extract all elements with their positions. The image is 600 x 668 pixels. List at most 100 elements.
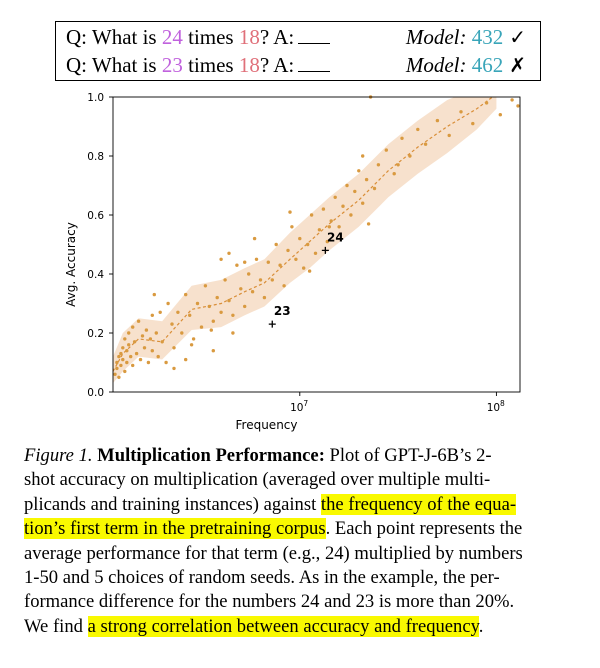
caption-text: formance difference for the numbers 24 a… xyxy=(24,591,515,613)
data-point xyxy=(459,110,463,114)
caption-line: Figure 1. Multiplication Performance: Pl… xyxy=(24,444,578,468)
data-point xyxy=(219,310,223,314)
data-point xyxy=(516,104,520,108)
data-point xyxy=(416,127,420,132)
data-point xyxy=(250,290,255,294)
data-point xyxy=(117,354,121,359)
data-point xyxy=(180,331,184,335)
data-point xyxy=(361,154,365,158)
data-point xyxy=(435,118,440,123)
data-point xyxy=(471,121,475,126)
data-point xyxy=(306,242,310,247)
data-point xyxy=(294,257,298,261)
data-point xyxy=(127,343,131,347)
annotation-marker xyxy=(268,320,276,328)
data-point xyxy=(349,213,353,217)
data-point xyxy=(298,236,302,241)
annotation-marker xyxy=(321,246,329,254)
data-point xyxy=(262,295,267,300)
data-point xyxy=(189,343,194,347)
data-point xyxy=(170,322,174,326)
y-tick-label: 0.4 xyxy=(87,269,104,281)
answer-value: 432 xyxy=(471,25,504,49)
data-point xyxy=(115,360,119,365)
confidence-band xyxy=(113,97,497,384)
caption-text: Plot of GPT-J-6B’s 2- xyxy=(324,445,492,466)
caption-line: formance difference for the numbers 24 a… xyxy=(24,590,578,614)
data-point xyxy=(227,298,231,303)
plot-frame xyxy=(112,96,521,393)
cross-icon: ✗ xyxy=(509,53,526,77)
data-point xyxy=(223,278,227,282)
y-tick-label: 0.6 xyxy=(87,210,104,222)
data-point xyxy=(148,337,153,341)
data-point xyxy=(317,228,322,232)
data-point xyxy=(203,284,208,288)
question-box: Q: What is 24 times 18? A: Model: 432 ✓ Q… xyxy=(55,21,541,81)
caption-line: shot accuracy on multiplication (average… xyxy=(24,468,578,492)
x-tick-label: 10 xyxy=(290,402,303,414)
data-point xyxy=(274,242,278,247)
data-point xyxy=(127,331,131,335)
question-text: Q: What is 24 times 18? A: xyxy=(66,23,331,51)
data-point xyxy=(290,225,294,229)
first-number: 23 xyxy=(161,53,183,77)
data-point xyxy=(176,310,180,314)
data-point xyxy=(191,337,196,341)
data-point xyxy=(307,269,312,273)
data-point xyxy=(144,328,149,332)
first-number: 24 xyxy=(161,25,183,49)
data-point xyxy=(357,169,361,173)
data-point xyxy=(345,183,349,188)
caption-text: plicands and training instances) against xyxy=(24,493,321,515)
data-point xyxy=(278,263,282,267)
data-point xyxy=(156,354,160,359)
y-tick-label: 0.2 xyxy=(87,328,104,340)
data-point xyxy=(400,136,404,140)
second-number: 18 xyxy=(238,25,260,49)
caption-line: 1-50 and 5 choices of random seeds. As i… xyxy=(24,566,578,590)
data-point xyxy=(510,98,514,102)
trend-line xyxy=(113,97,494,372)
data-point xyxy=(117,375,121,379)
caption-text: 1-50 and 5 choices of random seeds. As i… xyxy=(24,566,500,588)
data-point xyxy=(207,304,211,309)
data-point xyxy=(164,360,168,365)
data-point xyxy=(376,163,381,167)
data-point xyxy=(337,225,341,229)
data-point xyxy=(309,213,314,217)
data-point xyxy=(154,331,158,335)
data-point xyxy=(302,266,306,270)
y-tick-label: 0.8 xyxy=(87,151,104,163)
data-point xyxy=(199,325,204,329)
data-point xyxy=(129,354,133,359)
data-point xyxy=(132,340,137,344)
data-point xyxy=(288,210,292,214)
data-point xyxy=(423,142,428,146)
data-point xyxy=(258,278,263,282)
caption-text: . xyxy=(478,615,484,637)
data-point xyxy=(158,310,162,314)
x-tick-exponent: 7 xyxy=(303,399,308,408)
data-point xyxy=(121,357,125,362)
data-point xyxy=(123,369,127,374)
data-point xyxy=(227,251,231,255)
data-point xyxy=(119,351,123,356)
data-point xyxy=(131,363,135,368)
data-point xyxy=(498,113,502,117)
data-point xyxy=(254,257,259,261)
x-axis-label: Frequency xyxy=(236,418,298,432)
data-point xyxy=(113,372,117,376)
y-tick-label: 0.0 xyxy=(87,387,104,399)
x-tick-exponent: 8 xyxy=(500,399,505,408)
data-point xyxy=(329,219,333,223)
data-point xyxy=(396,163,400,167)
data-point xyxy=(150,313,154,317)
caption-text: shot accuracy on multiplication (average… xyxy=(24,469,491,491)
caption-text: Multiplication Performance: xyxy=(97,445,325,466)
data-point xyxy=(266,260,270,264)
data-point xyxy=(121,346,125,350)
data-point xyxy=(160,340,164,344)
caption-line: tion’s first term in the pretraining cor… xyxy=(24,517,578,541)
caption-text: average performance for that term (e.g.,… xyxy=(24,542,523,564)
